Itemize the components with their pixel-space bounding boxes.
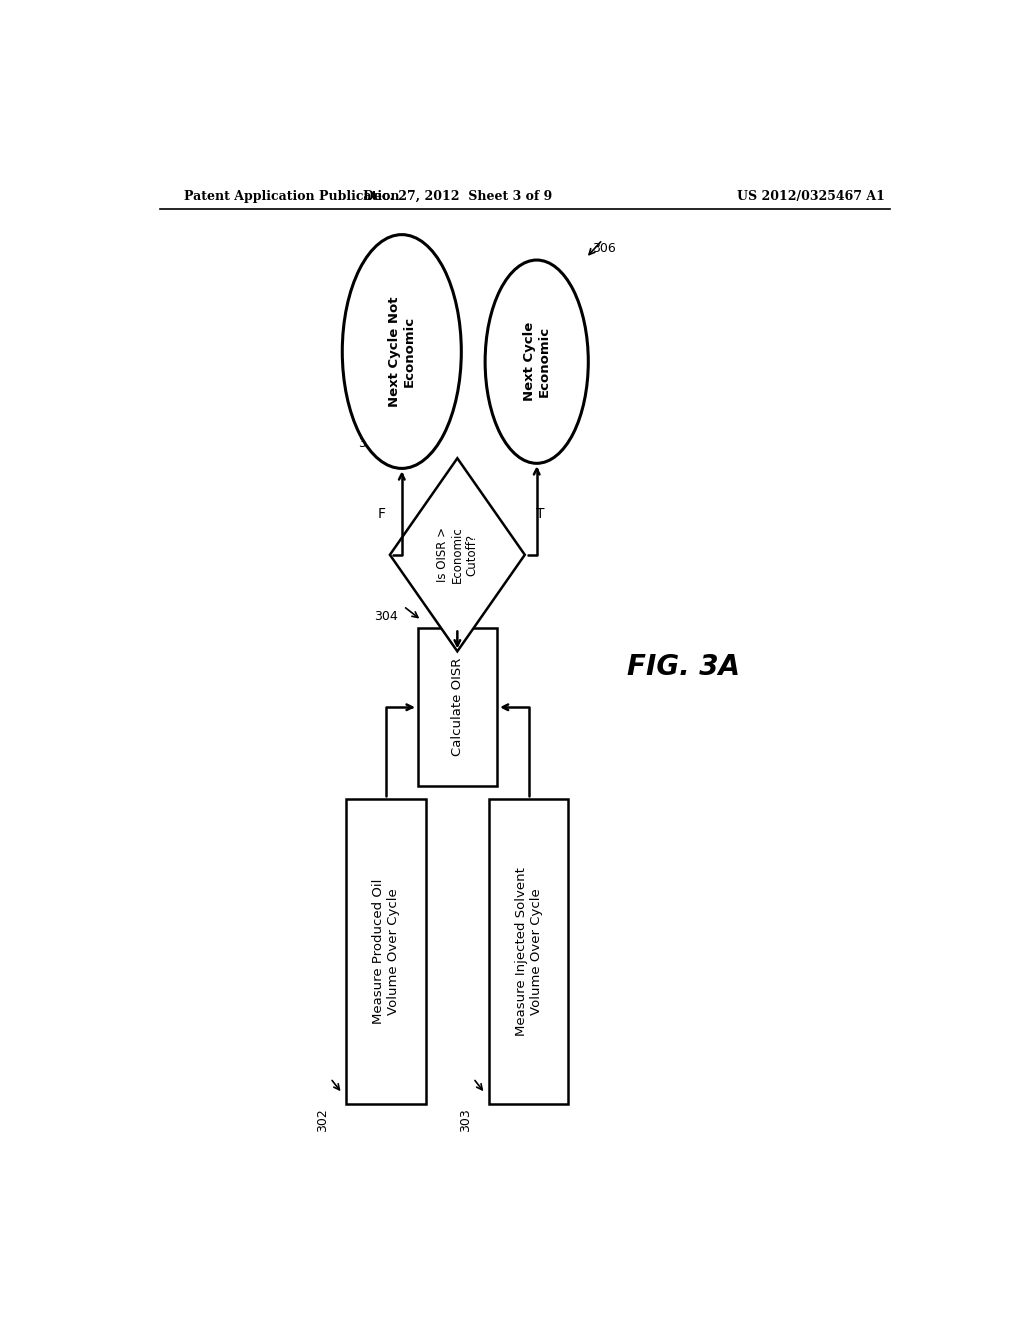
Ellipse shape xyxy=(485,260,588,463)
Text: 305: 305 xyxy=(358,437,382,450)
Text: FIG. 3A: FIG. 3A xyxy=(627,652,740,681)
Text: Patent Application Publication: Patent Application Publication xyxy=(183,190,399,202)
Text: Measure Produced Oil
Volume Over Cycle: Measure Produced Oil Volume Over Cycle xyxy=(372,879,400,1024)
Text: 304: 304 xyxy=(374,610,397,623)
Text: 303: 303 xyxy=(459,1109,472,1133)
Text: Dec. 27, 2012  Sheet 3 of 9: Dec. 27, 2012 Sheet 3 of 9 xyxy=(362,190,552,202)
Text: Next Cycle Not
Economic: Next Cycle Not Economic xyxy=(388,296,416,407)
Text: 302: 302 xyxy=(316,1109,329,1133)
Ellipse shape xyxy=(342,235,461,469)
FancyBboxPatch shape xyxy=(489,799,568,1104)
Text: Is OISR >
Economic
Cutoff?: Is OISR > Economic Cutoff? xyxy=(436,527,479,583)
Text: T: T xyxy=(537,507,545,521)
Text: US 2012/0325467 A1: US 2012/0325467 A1 xyxy=(736,190,885,202)
Text: Next Cycle
Economic: Next Cycle Economic xyxy=(522,322,551,401)
Polygon shape xyxy=(390,458,524,651)
Text: 306: 306 xyxy=(592,242,616,255)
Text: Measure Injected Solvent
Volume Over Cycle: Measure Injected Solvent Volume Over Cyc… xyxy=(515,867,543,1036)
FancyBboxPatch shape xyxy=(418,628,497,785)
Text: Calculate OISR: Calculate OISR xyxy=(451,659,464,756)
FancyBboxPatch shape xyxy=(346,799,426,1104)
Text: F: F xyxy=(378,507,386,521)
